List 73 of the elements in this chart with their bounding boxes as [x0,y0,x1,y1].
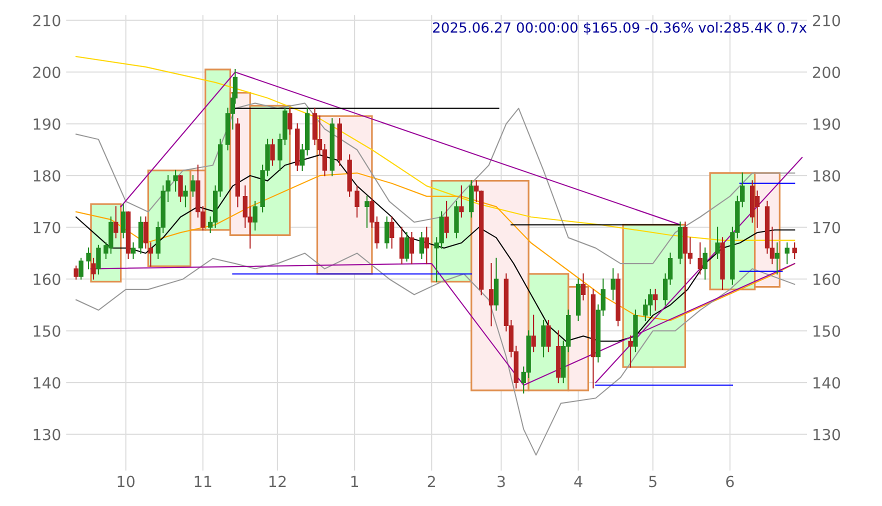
chart-title: 2025.06.27 00:00:00 $165.09 -0.36% vol:285.4K 0.7x [433,22,807,35]
y-tick-label: 150 [34,325,60,337]
x-tick-label: 1 [351,476,358,488]
y-tick-label: 140 [34,377,60,389]
line-series [76,252,796,456]
candlestick [86,248,91,270]
y-tick-label: 170 [34,222,60,234]
y2-tick-label: 140 [814,377,840,389]
y-tick-label: 200 [33,66,60,78]
x-tick-label: 4 [574,476,582,488]
candlestick [424,226,429,264]
y-tick-label: 130 [34,428,60,440]
candlestick [774,242,780,274]
x-tick-label: 5 [649,476,656,488]
x-tick-label: 3 [498,476,505,488]
y-tick-label: 210 [33,14,60,26]
candlestick [628,335,633,368]
x-tick-label: 11 [194,476,212,488]
candlestick [792,242,797,259]
candlestick [130,242,136,259]
candlestick [148,242,154,267]
candlestick [610,268,616,300]
candlestick [541,320,546,358]
candlestick [399,226,404,264]
y2-tick-label: 130 [814,428,840,440]
candlestick [178,175,183,202]
candlestick [409,232,414,264]
candlestick [653,288,658,311]
candlestick [384,216,390,249]
candlestick [580,273,586,300]
candlestick [354,185,360,218]
candlestick [531,314,536,352]
candlestick [173,170,178,192]
candlestick [74,266,78,280]
y2-tick-label: 150 [814,325,840,337]
candlestick [96,244,101,274]
candlestick [364,196,370,228]
candlestick [114,206,118,238]
y2-tick-label: 160 [814,274,840,286]
y2-tick-label: 200 [813,66,840,78]
candlestick [444,200,449,238]
line-series [76,172,796,322]
candlestick [488,263,494,326]
x-tick-label: 12 [269,476,286,488]
candlestick [784,242,790,264]
candlestick [190,175,196,197]
candlestick [702,248,708,280]
y-tick-label: 160 [34,274,60,286]
y-tick-label: 190 [34,118,60,130]
candlestick [419,232,424,259]
candlestick [390,216,394,249]
candlestick [546,320,551,352]
candlestick [91,258,96,280]
x-tick-label: 6 [726,476,734,488]
candlestick [270,138,275,166]
y2-tick-label: 180 [814,170,840,182]
candlestick [288,108,292,135]
candlestick [143,216,148,249]
x-tick-label: 10 [118,476,135,488]
y2-tick-label: 210 [813,14,840,26]
candlestick [459,185,464,218]
line-series [76,56,796,241]
candlestick [78,258,84,280]
y2-tick-label: 170 [814,222,840,234]
candlestick [120,204,126,238]
y-tick-label: 180 [34,170,60,182]
candlestick [715,226,720,259]
candlestick [183,185,188,208]
x-tick-label: 2 [428,476,435,488]
y2-tick-label: 190 [814,118,840,130]
candlestick [698,242,702,274]
candlestick [404,232,410,262]
candlestick [252,200,258,230]
